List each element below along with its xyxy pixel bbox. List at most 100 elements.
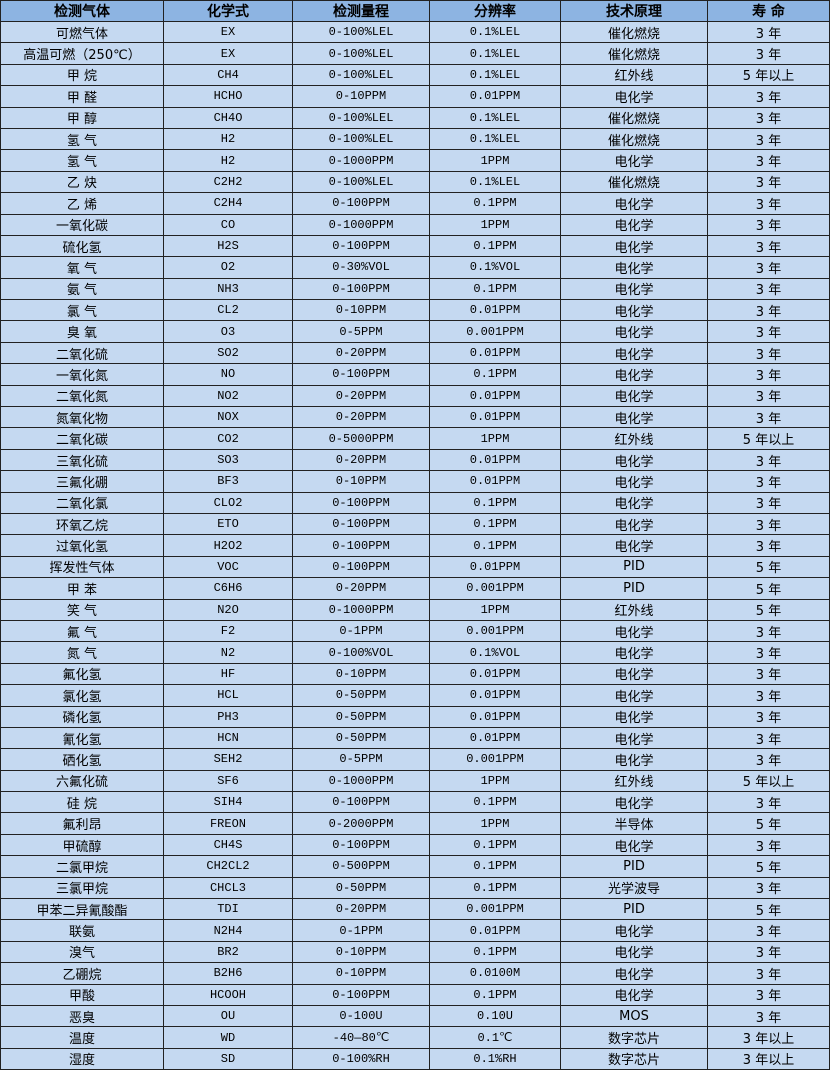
cell-formula: H2	[163, 127, 293, 151]
cell-range: 0-100%LEL	[292, 106, 430, 129]
cell-resolution: 0.01PPM	[429, 919, 561, 942]
cell-range: 0-1000PPM	[292, 769, 430, 793]
cell-resolution: 0.001PPM	[429, 619, 561, 643]
cell-lifetime: 5 年以上	[707, 769, 830, 793]
cell-resolution: 0.1%VOL	[429, 641, 561, 664]
table-row: 高温可燃（250℃） EX 0-100%LEL 0.1%LEL 催化燃烧 3 年	[0, 42, 830, 65]
cell-lifetime: 3 年	[707, 833, 830, 857]
cell-range: 0-100%LEL	[292, 20, 430, 44]
cell-formula: C2H4	[163, 192, 293, 215]
cell-lifetime: 3 年	[707, 277, 830, 301]
cell-principle: 电化学	[560, 791, 708, 814]
cell-gas-name: 氟 气	[0, 619, 164, 643]
cell-formula: NH3	[163, 277, 293, 301]
cell-resolution: 0.01PPM	[429, 555, 561, 579]
cell-principle: 半导体	[560, 812, 708, 835]
cell-formula: SD	[163, 1047, 293, 1071]
cell-lifetime: 3 年	[707, 384, 830, 408]
cell-formula: HCL	[163, 684, 293, 707]
cell-principle: 电化学	[560, 983, 708, 1006]
cell-formula: N2	[163, 641, 293, 664]
cell-resolution: 0.1%VOL	[429, 256, 561, 279]
cell-gas-name: 湿度	[0, 1047, 164, 1071]
cell-resolution: 0.1%LEL	[429, 127, 561, 151]
cell-formula: EX	[163, 20, 293, 44]
cell-range: 0-100%LEL	[292, 63, 430, 87]
cell-lifetime: 3 年以上	[707, 1026, 830, 1049]
cell-resolution: 0.1PPM	[429, 534, 561, 557]
cell-formula: CH2CL2	[163, 855, 293, 878]
cell-lifetime: 3 年	[707, 363, 830, 386]
cell-lifetime: 5 年	[707, 855, 830, 878]
cell-resolution: 0.001PPM	[429, 898, 561, 921]
cell-gas-name: 氟利昂	[0, 812, 164, 835]
cell-lifetime: 3 年	[707, 127, 830, 151]
cell-principle: 电化学	[560, 448, 708, 472]
cell-range: 0-100PPM	[292, 512, 430, 536]
cell-formula: FREON	[163, 812, 293, 835]
cell-gas-name: 一氧化氮	[0, 363, 164, 386]
cell-gas-name: 氮 气	[0, 641, 164, 664]
cell-formula: SO3	[163, 448, 293, 472]
cell-principle: 数字芯片	[560, 1047, 708, 1071]
cell-gas-name: 六氟化硫	[0, 769, 164, 793]
cell-formula: NO2	[163, 384, 293, 408]
cell-principle: 电化学	[560, 919, 708, 942]
cell-principle: 电化学	[560, 406, 708, 429]
column-header-lifetime: 寿 命	[707, 0, 830, 22]
cell-range: 0-50PPM	[292, 684, 430, 707]
cell-gas-name: 过氧化氢	[0, 534, 164, 557]
cell-principle: 催化燃烧	[560, 170, 708, 194]
cell-gas-name: 硒化氢	[0, 748, 164, 771]
cell-resolution: 0.01PPM	[429, 406, 561, 429]
cell-gas-name: 温度	[0, 1026, 164, 1049]
cell-formula: C6H6	[163, 577, 293, 600]
table-row: 氮 气 N2 0-100%VOL 0.1%VOL 电化学 3 年	[0, 641, 830, 664]
cell-principle: 电化学	[560, 641, 708, 664]
cell-formula: SIH4	[163, 791, 293, 814]
table-row: 磷化氢 PH3 0-50PPM 0.01PPM 电化学 3 年	[0, 705, 830, 728]
cell-principle: 电化学	[560, 213, 708, 236]
cell-principle: 电化学	[560, 384, 708, 408]
cell-range: 0-10PPM	[292, 962, 430, 985]
table-row: 硫化氢 H2S 0-100PPM 0.1PPM 电化学 3 年	[0, 234, 830, 258]
cell-lifetime: 3 年	[707, 299, 830, 322]
cell-formula: HF	[163, 662, 293, 686]
cell-lifetime: 3 年	[707, 470, 830, 493]
table-row: 甲苯二异氰酸酯 TDI 0-20PPM 0.001PPM PID 5 年	[0, 898, 830, 921]
cell-range: 0-100U	[292, 1004, 430, 1028]
cell-formula: H2S	[163, 234, 293, 258]
cell-gas-name: 氯 气	[0, 299, 164, 322]
cell-resolution: 0.1℃	[429, 1026, 561, 1049]
cell-resolution: 0.1PPM	[429, 277, 561, 301]
column-header-formula: 化学式	[163, 0, 293, 22]
cell-lifetime: 3 年	[707, 170, 830, 194]
cell-resolution: 1PPM	[429, 812, 561, 835]
table-row: 挥发性气体 VOC 0-100PPM 0.01PPM PID 5 年	[0, 555, 830, 579]
cell-principle: 电化学	[560, 149, 708, 172]
cell-principle: 电化学	[560, 256, 708, 279]
cell-resolution: 0.01PPM	[429, 299, 561, 322]
cell-range: 0-100PPM	[292, 277, 430, 301]
table-row: 氰化氢 HCN 0-50PPM 0.01PPM 电化学 3 年	[0, 726, 830, 750]
cell-resolution: 0.1PPM	[429, 983, 561, 1006]
cell-range: 0-100PPM	[292, 833, 430, 857]
cell-gas-name: 联氨	[0, 919, 164, 942]
cell-range: 0-10PPM	[292, 940, 430, 964]
cell-resolution: 0.0100M	[429, 962, 561, 985]
cell-formula: PH3	[163, 705, 293, 728]
cell-range: 0-5PPM	[292, 320, 430, 343]
table-row: 环氧乙烷 ETO 0-100PPM 0.1PPM 电化学 3 年	[0, 512, 830, 536]
cell-principle: PID	[560, 555, 708, 579]
cell-range: 0-30%VOL	[292, 256, 430, 279]
cell-principle: 电化学	[560, 748, 708, 771]
cell-resolution: 1PPM	[429, 213, 561, 236]
cell-principle: 电化学	[560, 491, 708, 514]
cell-principle: 数字芯片	[560, 1026, 708, 1049]
table-row: 硒化氢 SEH2 0-5PPM 0.001PPM 电化学 3 年	[0, 748, 830, 771]
cell-gas-name: 溴气	[0, 940, 164, 964]
cell-lifetime: 5 年	[707, 812, 830, 835]
table-header: 检测气体 化学式 检测量程 分辨率 技术原理寿 命	[0, 0, 830, 22]
cell-formula: H2	[163, 149, 293, 172]
